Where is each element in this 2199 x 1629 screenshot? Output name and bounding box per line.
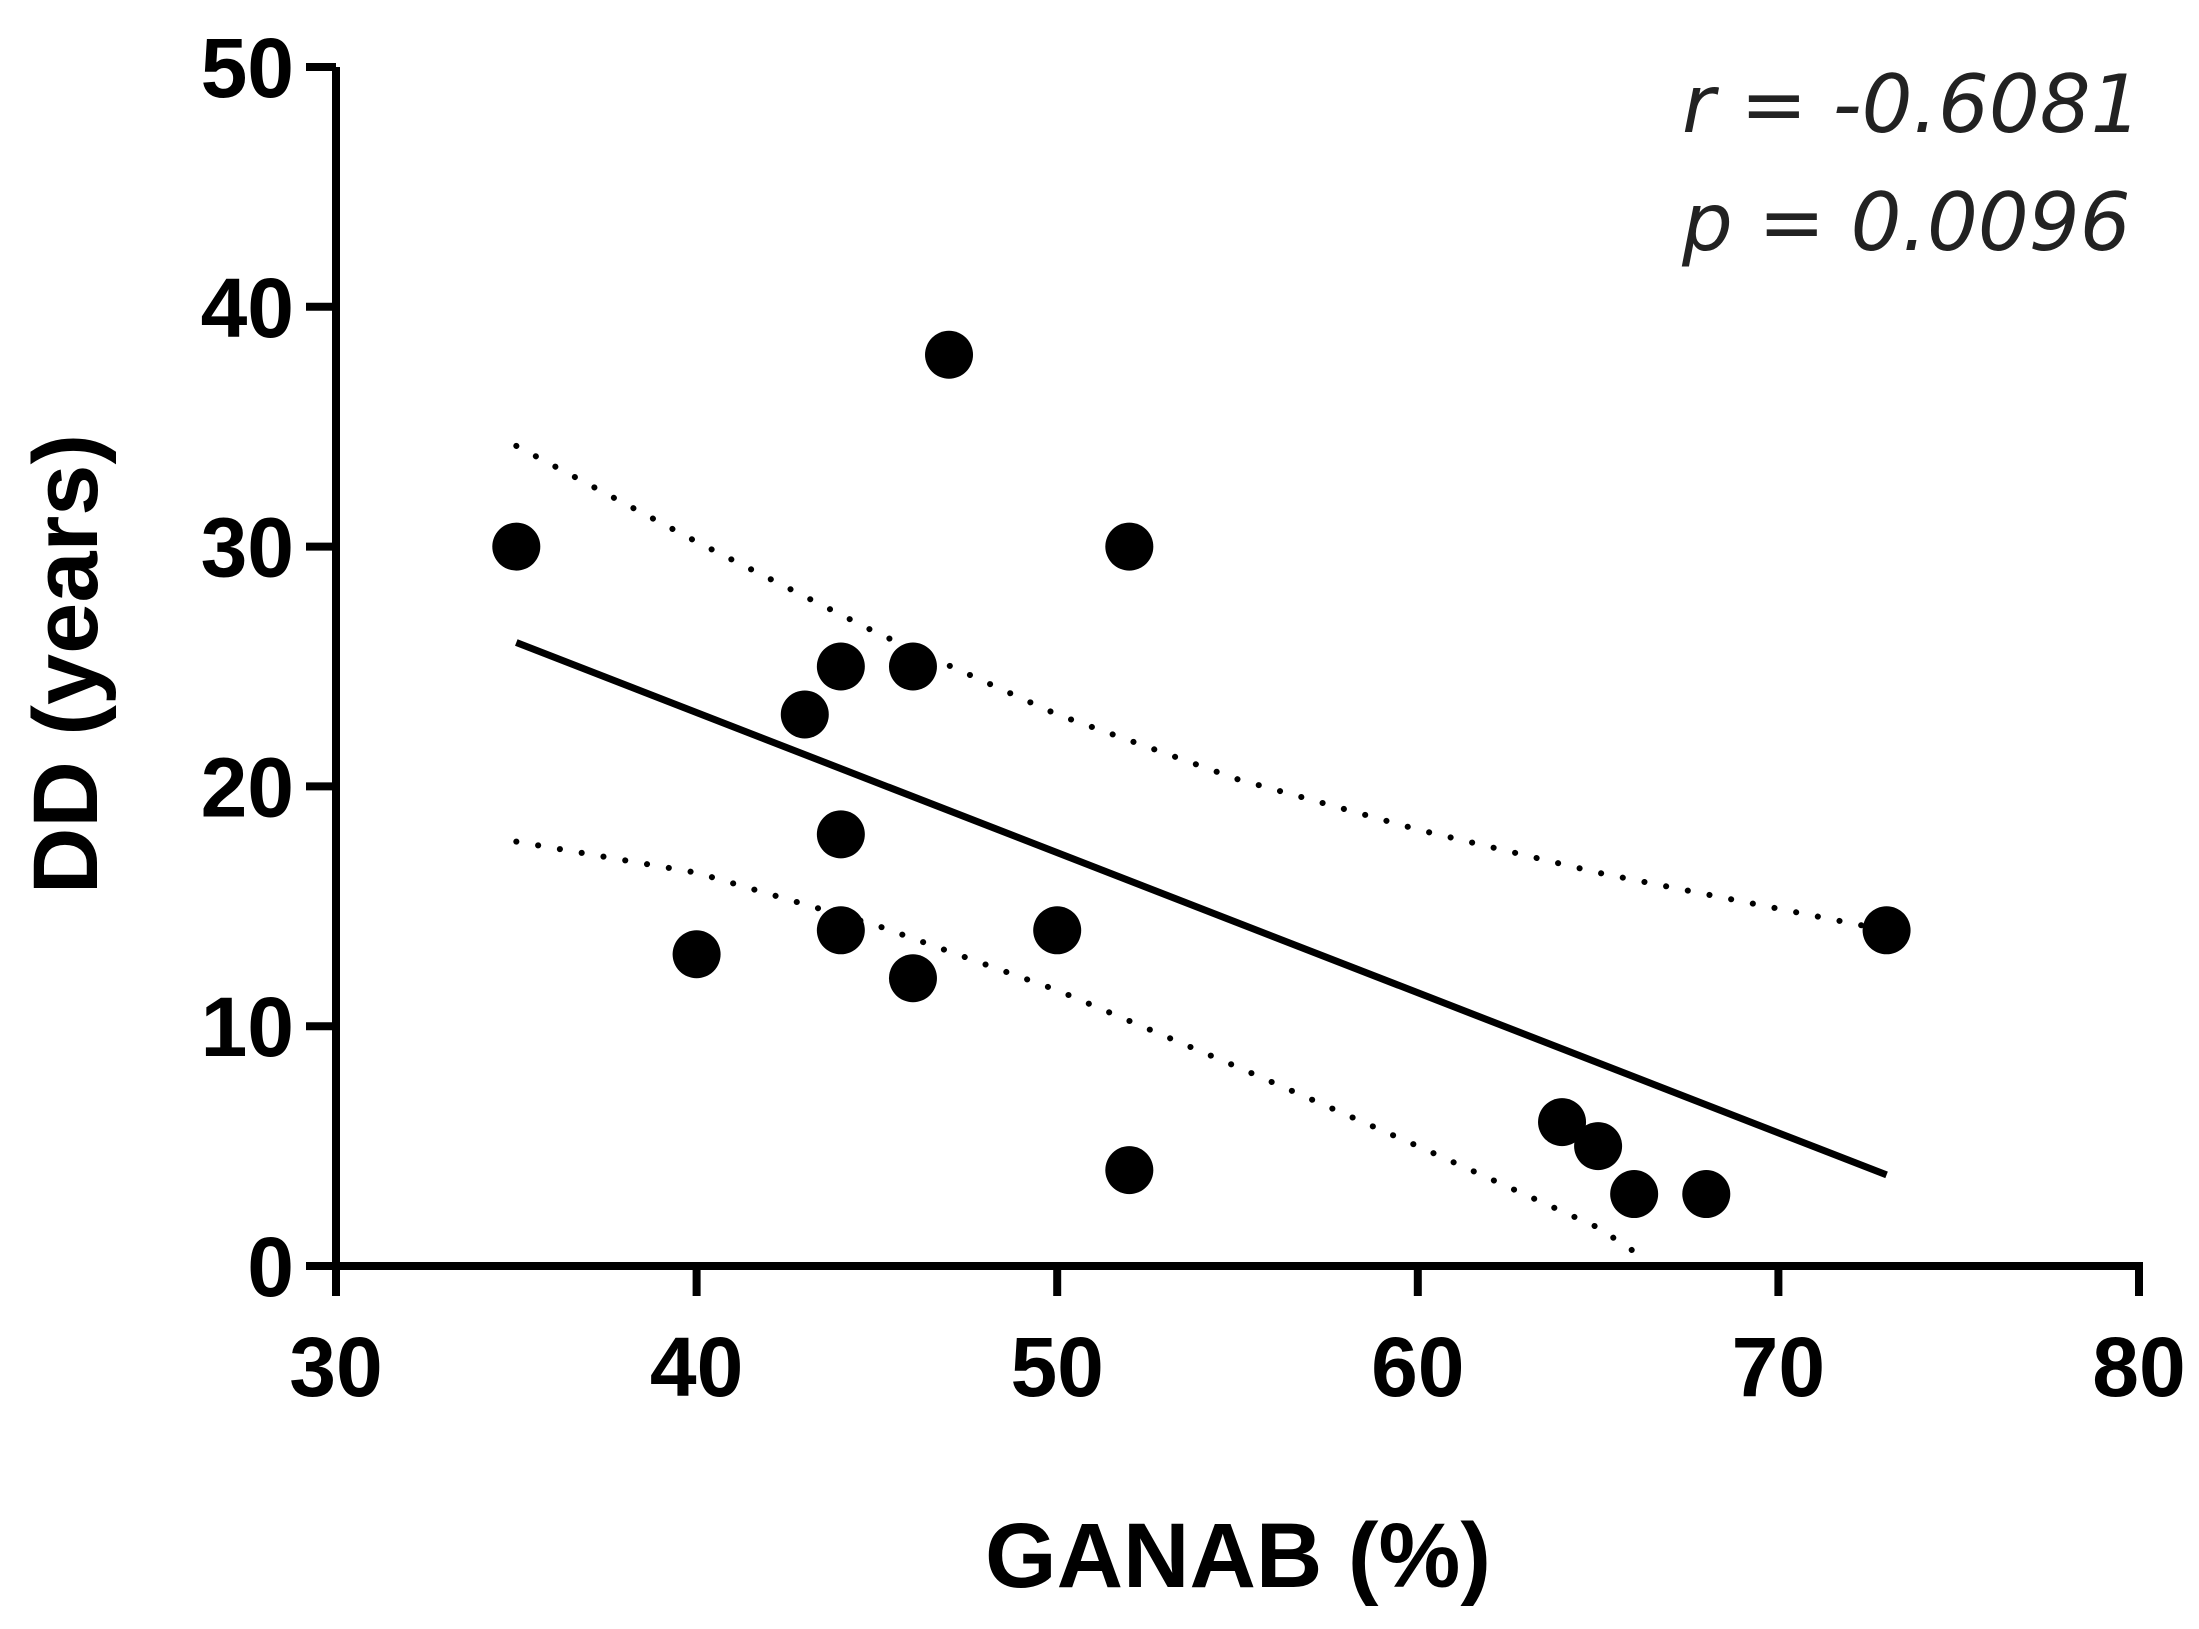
- x-axis-ticks: 30 40 50 60 70 80: [289, 1266, 2186, 1414]
- data-point: [1574, 1122, 1623, 1171]
- data-points: [492, 330, 1911, 1219]
- data-point: [888, 642, 937, 691]
- data-point: [1105, 522, 1154, 571]
- confidence-band-lower: [513, 838, 1638, 1255]
- data-point: [925, 330, 974, 379]
- y-axis-title: DD (years): [15, 434, 117, 894]
- data-point: [816, 810, 865, 859]
- confidence-band-upper: [513, 442, 1890, 934]
- data-point: [672, 930, 721, 979]
- regression-line: [515, 639, 1888, 1179]
- data-point: [1105, 1146, 1154, 1195]
- data-point: [1682, 1170, 1731, 1219]
- data-point: [780, 690, 829, 739]
- x-tick-label: 40: [650, 1320, 743, 1414]
- data-point: [888, 954, 937, 1003]
- y-tick-label: 20: [201, 740, 294, 834]
- x-tick-label: 60: [1371, 1320, 1464, 1414]
- y-tick-label: 10: [201, 980, 294, 1074]
- correlation-r-annotation: r = -0.6081: [1682, 58, 2142, 151]
- data-point: [492, 522, 541, 571]
- data-point: [1610, 1170, 1659, 1219]
- data-point: [1862, 906, 1911, 955]
- y-tick-label: 0: [247, 1220, 294, 1314]
- x-axis-title: GANAB (%): [985, 1505, 1491, 1607]
- data-point: [816, 906, 865, 955]
- data-point: [1538, 1098, 1587, 1147]
- y-tick-label: 40: [201, 261, 294, 355]
- data-point: [816, 642, 865, 691]
- x-tick-label: 70: [1732, 1320, 1825, 1414]
- y-axis-ticks: 0 10 20 30 40 50: [201, 21, 336, 1314]
- x-tick-label: 30: [289, 1320, 382, 1414]
- x-tick-label: 80: [2092, 1320, 2185, 1414]
- data-point: [1033, 906, 1082, 955]
- y-tick-label: 50: [201, 21, 294, 115]
- p-value-annotation: p = 0.0096: [1681, 176, 2131, 269]
- x-tick-label: 50: [1010, 1320, 1103, 1414]
- y-tick-label: 30: [201, 501, 294, 595]
